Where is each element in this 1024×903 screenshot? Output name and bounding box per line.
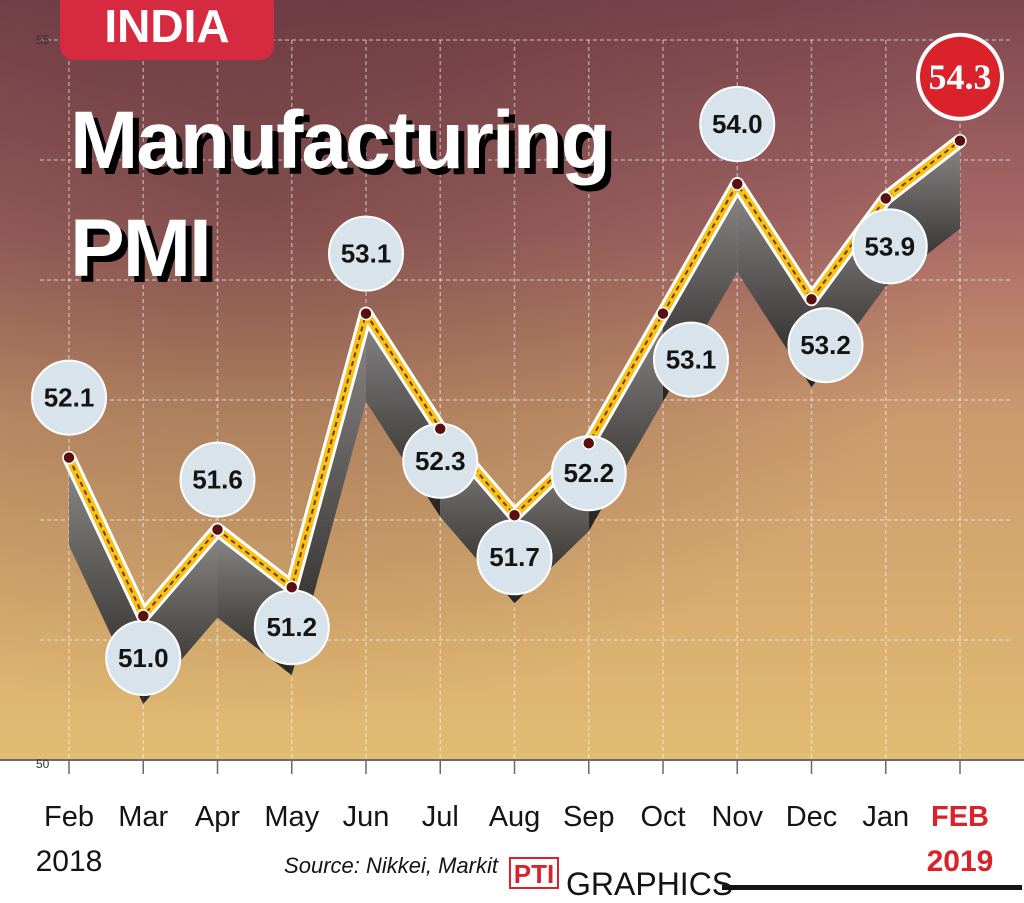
- data-label: 53.1: [341, 239, 392, 269]
- country-tag-background: [60, 0, 274, 60]
- data-point-marker: [62, 450, 76, 465]
- title-line2: PMI: [70, 203, 210, 294]
- data-bubble: [699, 86, 776, 162]
- data-bubble: [550, 435, 627, 512]
- data-point-marker: [507, 508, 522, 522]
- x-tick-label: Apr: [195, 801, 240, 833]
- data-label: 53.2: [800, 330, 851, 360]
- y-tick-label-bottom: 50: [36, 757, 50, 771]
- pti-logo: PTI: [509, 857, 559, 889]
- data-bubble: [179, 441, 256, 518]
- data-point-marker: [433, 422, 447, 436]
- page-title: Manufacturing Manufacturing PMI PMI: [70, 95, 617, 300]
- x-tick-label: Jun: [343, 801, 390, 833]
- title-line2-shadow: PMI: [76, 209, 216, 300]
- data-label: 51.0: [118, 643, 169, 673]
- x-axis: Feb Mar Apr May Jun Jul Aug Sep Oct Nov Dec Jan FEB 2…: [0, 759, 1024, 878]
- x-tick-label: May: [264, 801, 319, 833]
- data-bubble: [653, 321, 729, 398]
- data-point-marker: [656, 306, 670, 321]
- data-point-marker: [879, 191, 893, 206]
- data-points: 52.1 51.0 51.6 51.2 53.1 52.3 51.7 52.2 53.1 54.0…: [31, 32, 1004, 696]
- data-point-marker: [804, 292, 819, 306]
- data-point-marker: [136, 609, 150, 623]
- country-tag-label: INDIA: [104, 0, 229, 52]
- data-label: 53.1: [666, 345, 717, 375]
- graphics-credit: GRAPHICS: [566, 866, 733, 902]
- data-label: 54.3: [929, 57, 992, 97]
- title-line1-shadow: Manufacturing: [76, 101, 615, 192]
- data-label: 51.2: [266, 612, 317, 642]
- source-note: Source: Nikkei, Markit: [284, 853, 499, 878]
- data-point-marker: [730, 177, 744, 191]
- year-label: 2018: [36, 845, 103, 878]
- data-point-marker: [359, 306, 373, 321]
- x-tick-label: Oct: [640, 801, 685, 833]
- x-tick-label: Jan: [862, 801, 909, 833]
- data-label: 53.9: [864, 231, 915, 261]
- data-label: 51.6: [192, 465, 243, 495]
- axis-band: [0, 760, 1024, 903]
- x-tick-label: Feb: [44, 801, 94, 833]
- x-tick-label: Mar: [118, 801, 168, 833]
- country-tag: INDIA: [60, 0, 274, 60]
- data-point-marker: [210, 522, 225, 537]
- data-bubble: [328, 215, 404, 292]
- data-point-marker: [953, 134, 967, 148]
- data-bubble: [31, 359, 107, 436]
- data-label: 52.3: [415, 446, 466, 476]
- year-label: 2019: [927, 845, 994, 878]
- data-label: 52.1: [44, 383, 95, 413]
- x-tick-label: Jul: [422, 801, 459, 833]
- credit-rule: [722, 885, 1022, 890]
- data-label: 51.7: [489, 542, 540, 572]
- data-label: 54.0: [712, 109, 763, 139]
- data-point-marker: [285, 580, 299, 594]
- x-tick-label: Nov: [711, 801, 763, 833]
- data-bubble: [851, 208, 928, 285]
- y-tick-label-top: 55: [36, 33, 50, 47]
- data-point-marker: [582, 436, 596, 450]
- x-tick-label: Sep: [563, 801, 615, 833]
- data-label: 52.2: [563, 458, 614, 488]
- x-tick-label: Dec: [786, 801, 838, 833]
- x-tick-label: Aug: [489, 801, 541, 833]
- pti-logo-mark: [509, 857, 559, 889]
- title-line1: Manufacturing: [70, 95, 609, 186]
- data-bubble: [787, 307, 864, 384]
- pti-logo-text: PTI: [514, 859, 554, 889]
- highlight-bubble: [920, 36, 1000, 117]
- x-tick-label: FEB: [931, 801, 989, 833]
